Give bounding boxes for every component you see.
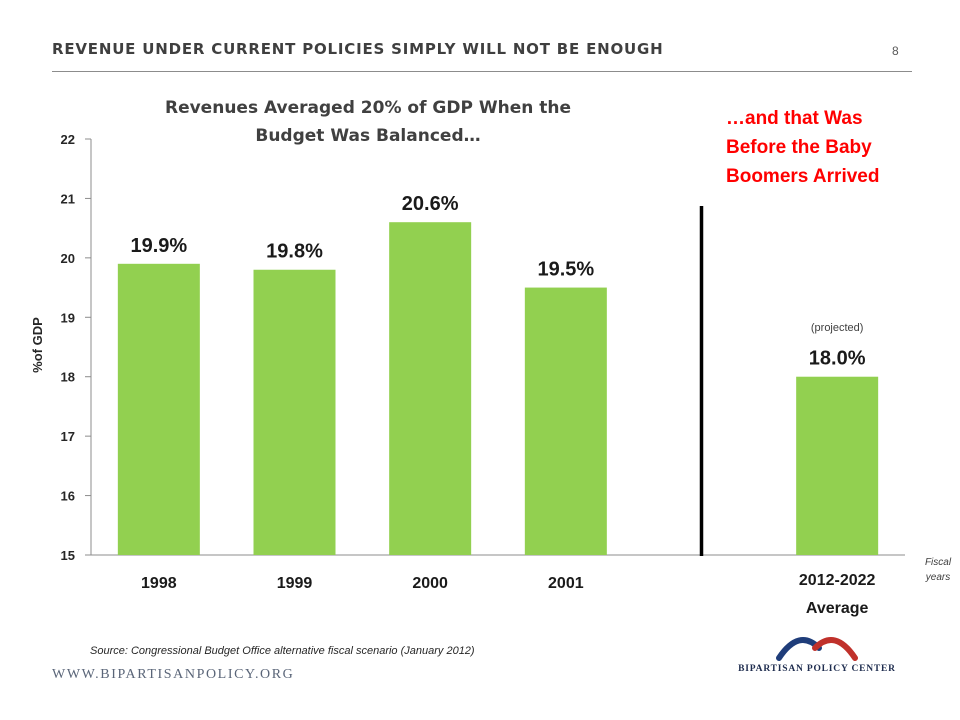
logo-arcs-icon	[776, 637, 858, 661]
y-tick-label: 18	[61, 370, 75, 385]
page-title: REVENUE UNDER CURRENT POLICIES SIMPLY WI…	[52, 40, 664, 58]
bar	[117, 263, 200, 555]
bar	[796, 376, 879, 555]
data-label: 19.9%	[130, 235, 187, 257]
bipartisan-policy-center-logo: BIPARTISAN POLICY CENTER	[722, 624, 912, 680]
y-tick-label: 19	[61, 310, 75, 325]
data-label: 20.6%	[402, 193, 459, 215]
y-tick-label: 21	[61, 191, 75, 206]
bar	[253, 269, 336, 555]
x-tick-label: Average	[806, 600, 869, 617]
x-tick-label: 1999	[277, 575, 313, 592]
x-tick-label: 2001	[548, 575, 584, 592]
x-axis-label: Fiscal	[925, 557, 952, 568]
x-tick-label: 2012-2022	[799, 572, 876, 589]
bar	[524, 287, 607, 555]
x-axis-label: years	[925, 572, 950, 583]
data-label: 18.0%	[809, 348, 866, 370]
y-tick-label: 17	[61, 429, 75, 444]
bar	[389, 222, 472, 555]
website-link[interactable]: WWW.BIPARTISANPOLICY.ORG	[52, 667, 295, 682]
header-divider	[52, 71, 912, 72]
data-label: 19.5%	[537, 259, 594, 281]
y-tick-label: 20	[61, 251, 75, 266]
chart-title: Revenues Averaged 20% of GDP When the Bu…	[164, 98, 572, 146]
projected-note: (projected)	[811, 322, 864, 334]
logo-text: BIPARTISAN POLICY CENTER	[738, 664, 896, 674]
page-number: 8	[892, 44, 899, 58]
y-tick-label: 15	[61, 548, 75, 563]
callout-text: …and that Was Before the Baby Boomers Ar…	[726, 108, 880, 187]
data-label: 19.8%	[266, 241, 323, 263]
y-axis-label: %of GDP	[30, 317, 45, 373]
source-note: Source: Congressional Budget Office alte…	[90, 645, 475, 657]
y-tick-label: 22	[61, 132, 75, 147]
x-tick-label: 1998	[141, 575, 177, 592]
y-tick-label: 16	[61, 489, 75, 504]
x-tick-label: 2000	[412, 575, 448, 592]
